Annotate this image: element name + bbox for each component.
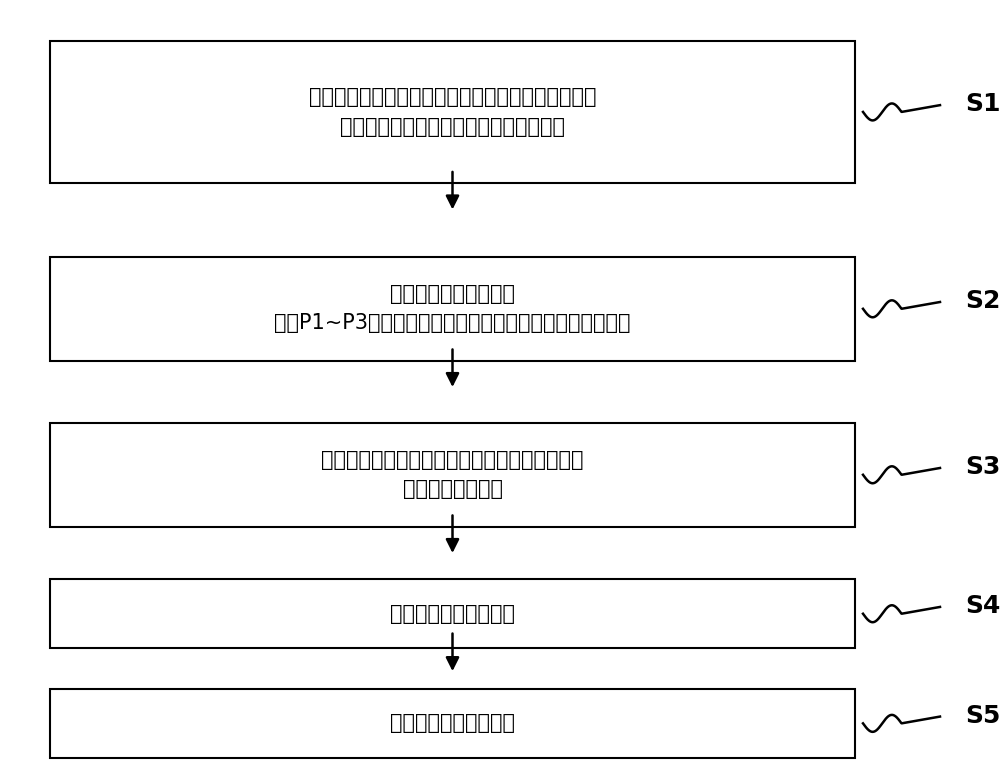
Text: S1: S1 — [965, 92, 1000, 117]
Text: 构建控制点相对坐标；: 构建控制点相对坐标； — [390, 284, 515, 304]
Text: S2: S2 — [965, 289, 1000, 313]
Text: 对测区扫描并定向: 对测区扫描并定向 — [402, 479, 503, 499]
Text: S4: S4 — [965, 594, 1000, 618]
Text: S3: S3 — [965, 455, 1000, 479]
Bar — [50, 40, 855, 184]
Text: 混凝土方量计算及分析: 混凝土方量计算及分析 — [390, 713, 515, 733]
Text: 根据P1~P3三点获取绝对坐标系与内、外部测控点传递关系: 根据P1~P3三点获取绝对坐标系与内、外部测控点传递关系 — [274, 313, 631, 334]
Bar — [50, 256, 855, 361]
Bar — [50, 422, 855, 527]
Text: 三维激光点云数据处理: 三维激光点云数据处理 — [390, 604, 515, 624]
Text: 在现场根据结构几何形态进行测控点及基准点布局；: 在现场根据结构几何形态进行测控点及基准点布局； — [309, 87, 596, 107]
Bar — [50, 689, 855, 758]
Text: 构建绝对坐标系并采集基准点的坐标数据: 构建绝对坐标系并采集基准点的坐标数据 — [340, 117, 565, 137]
Bar — [50, 579, 855, 648]
Text: S5: S5 — [965, 703, 1000, 728]
Text: 分站扫描；将三维激光扫描仪放置在测控点上，: 分站扫描；将三维激光扫描仪放置在测控点上， — [321, 450, 584, 470]
